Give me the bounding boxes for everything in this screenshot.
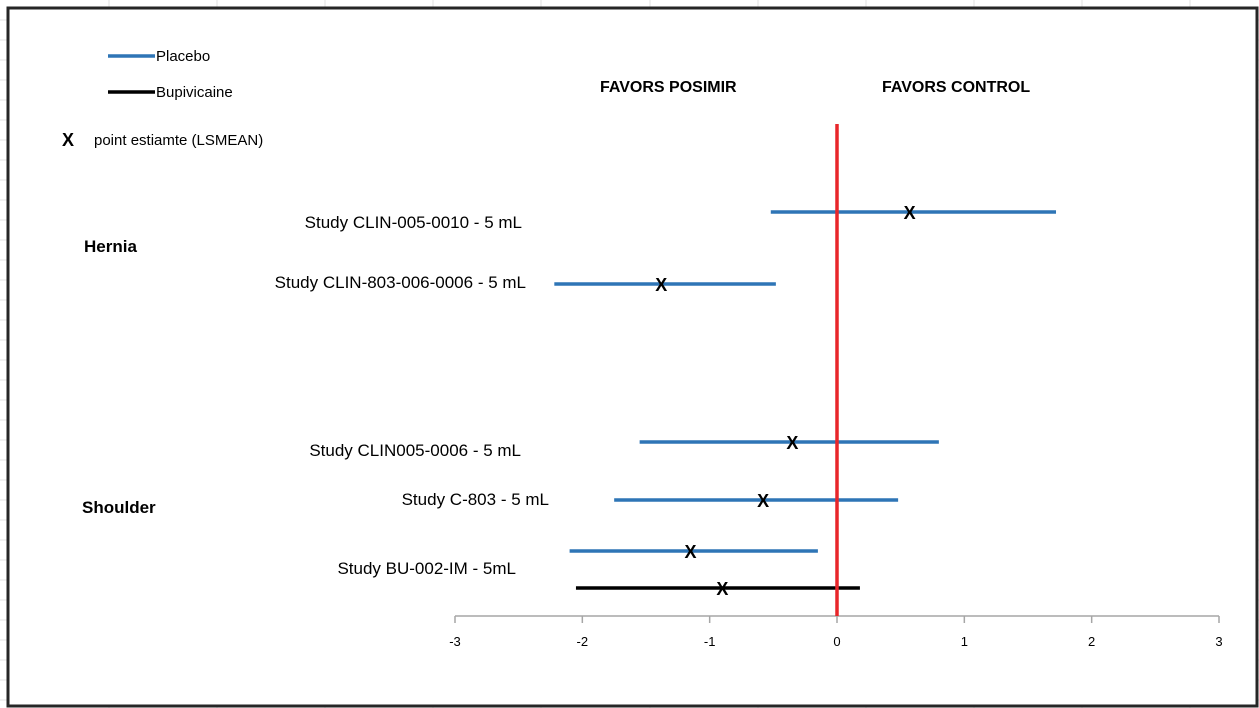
x-tick-label: 3 [1215, 634, 1222, 649]
study-label-1: Study CLIN-803-006-0006 - 5 mL [275, 273, 526, 292]
x-tick-label: -2 [577, 634, 589, 649]
chart-frame [6, 6, 1259, 708]
x-tick-label: 2 [1088, 634, 1095, 649]
x-tick-label: 0 [833, 634, 840, 649]
legend: Placebo Bupivicaine X point estiamte (LS… [62, 48, 263, 150]
group-label-shoulder: Shoulder [82, 498, 156, 517]
legend-label-bupivicaine: Bupivicaine [156, 84, 233, 101]
point-estimate-2: X [786, 433, 798, 453]
study-label-2: Study CLIN005-0006 - 5 mL [309, 441, 521, 460]
study-label-4: Study BU-002-IM - 5mL [337, 559, 516, 578]
confidence-intervals [554, 210, 1057, 590]
point-estimate-4: X [685, 542, 697, 562]
x-tick-label: 1 [961, 634, 968, 649]
x-tick-label: -1 [704, 634, 716, 649]
x-tick-label: -3 [449, 634, 461, 649]
point-estimate-3: X [757, 491, 769, 511]
legend-point-text: point estiamte (LSMEAN) [94, 132, 263, 149]
legend-label-placebo: Placebo [156, 48, 210, 65]
group-label-hernia: Hernia [84, 237, 137, 256]
point-estimate-1: X [655, 275, 667, 295]
study-label-0: Study CLIN-005-0010 - 5 mL [305, 213, 522, 232]
point-estimate-5: X [716, 579, 728, 599]
point-estimate-0: X [904, 203, 916, 223]
region-label-right: FAVORS CONTROL [882, 79, 1030, 96]
study-label-3: Study C-803 - 5 mL [402, 490, 549, 509]
x-axis: -3 -2 -1 0 1 2 3 [449, 615, 1223, 649]
legend-point-symbol: X [62, 130, 74, 150]
region-label-left: FAVORS POSIMIR [600, 79, 737, 96]
